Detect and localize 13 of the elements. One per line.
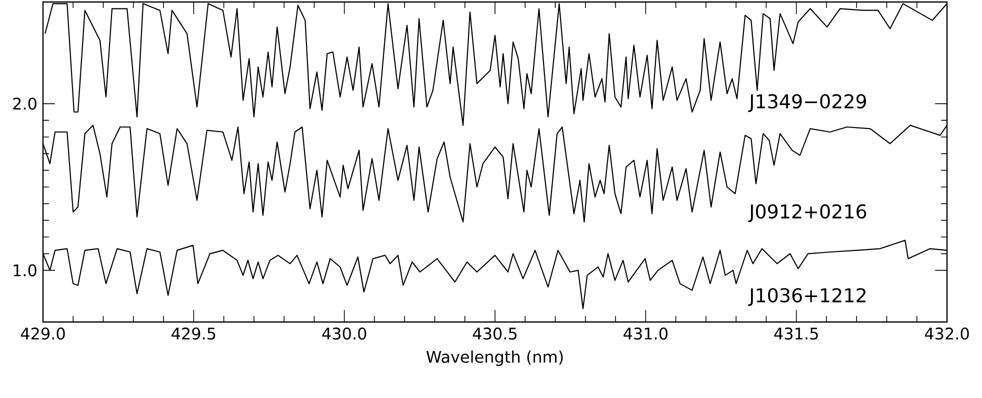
series-label: J1036+1212 — [748, 288, 866, 306]
x-tick-label: 430.5 — [472, 328, 516, 340]
x-axis-title: Wavelength (nm) — [426, 350, 563, 366]
y-tick-label: 2.0 — [13, 98, 36, 110]
x-tick-label: 429.0 — [20, 328, 65, 340]
x-tick-label: 430.0 — [322, 328, 366, 340]
x-tick-label: 431.5 — [774, 328, 818, 340]
x-tick-label: 431.0 — [624, 328, 668, 340]
x-tick-label: 432.0 — [924, 328, 969, 340]
series-label: J0912+0216 — [748, 204, 866, 222]
y-tick-label: 1.0 — [14, 264, 36, 276]
x-tick-label: 429.5 — [172, 328, 216, 340]
series-label: J1349−0229 — [748, 94, 866, 112]
